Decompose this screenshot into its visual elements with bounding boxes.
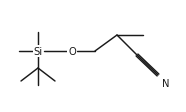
Text: N: N xyxy=(162,78,170,88)
Text: O: O xyxy=(68,47,76,56)
Text: Si: Si xyxy=(33,47,43,56)
